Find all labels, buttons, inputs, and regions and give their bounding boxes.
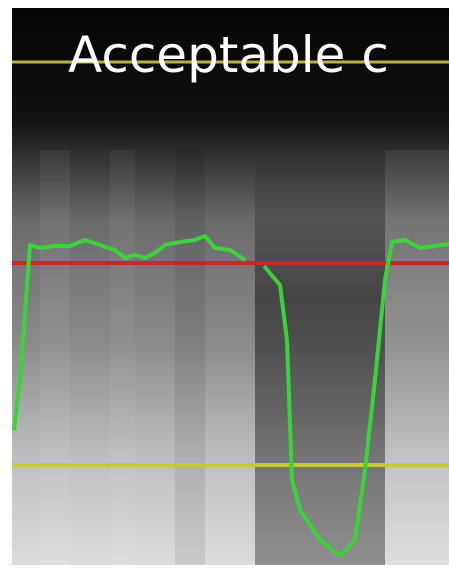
plot-image: Acceptable c: [12, 8, 449, 565]
band: [110, 150, 135, 565]
signal-trace: [262, 238, 449, 558]
band: [40, 150, 70, 565]
title: Acceptable c: [68, 26, 389, 84]
band: [175, 150, 205, 565]
band: [385, 150, 449, 565]
signal-trace: [12, 234, 247, 431]
dark-band: [255, 150, 385, 565]
